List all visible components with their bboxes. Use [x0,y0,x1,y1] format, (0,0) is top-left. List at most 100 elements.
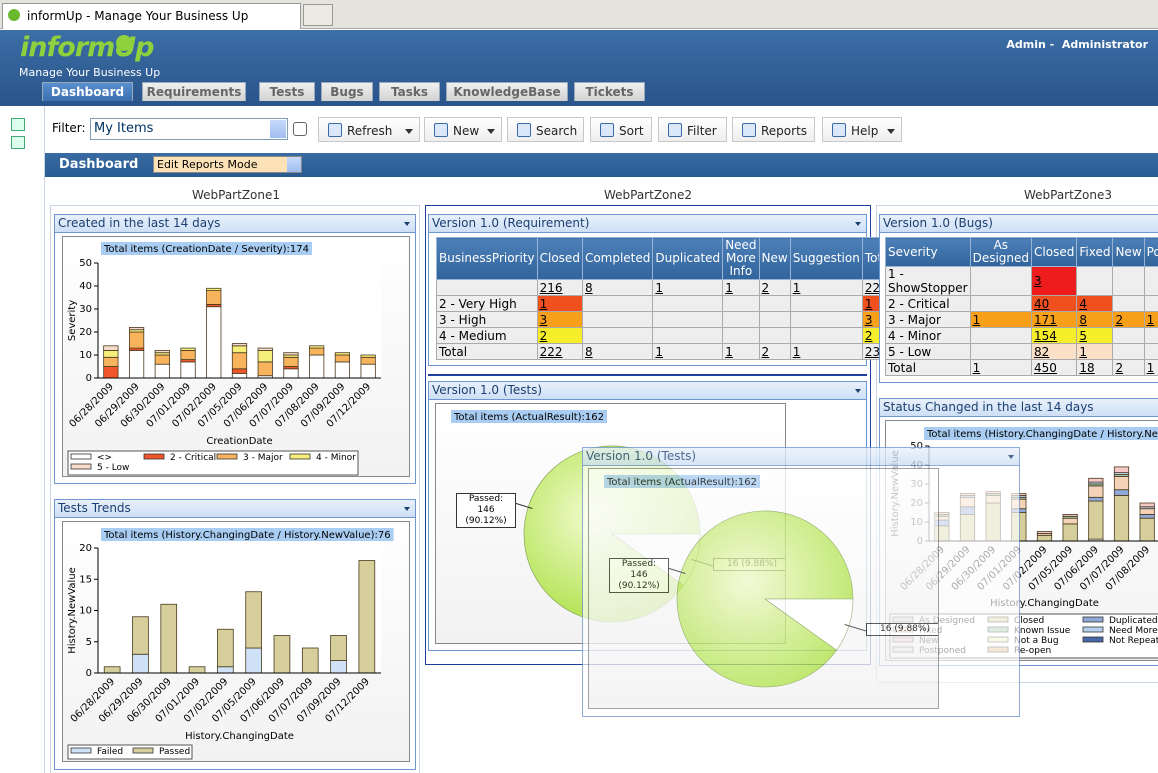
column-header: Closed [536,237,583,280]
table-cell: 2 - Very High [436,295,538,312]
bar-segment [283,352,299,356]
tab[interactable]: Tickets [574,82,645,101]
bar-segment [1088,477,1104,483]
bar-segment [128,350,145,379]
bar-segment [1036,534,1053,542]
table-cell[interactable]: 3 [536,311,583,328]
bar-segment [132,653,149,674]
dragged-web-part[interactable]: Version 1.0 (Tests) Total items (ActualR… [582,447,1020,717]
table-cell[interactable]: 8 [1076,311,1114,328]
y-tick-label: 50 [79,258,92,269]
column-header: Fixed [1076,237,1114,267]
pie-label: 16 (9.88%) [866,623,938,636]
tab[interactable]: Dashboard [42,82,133,101]
table-cell [652,311,724,328]
button-icon [668,123,682,137]
table-cell[interactable]: 1 [652,343,724,360]
table-cell[interactable]: 1 [722,343,760,360]
toolbar-button[interactable]: New [424,117,502,142]
table-cell[interactable]: 18 [1076,359,1114,376]
table-cell[interactable]: 3 [1031,266,1078,296]
part-header[interactable]: Status Changed in the last 14 days [880,399,1158,417]
side-icon[interactable] [11,118,25,131]
table-cell[interactable]: 222 [536,343,583,360]
table-cell[interactable]: 1 [652,279,724,296]
browser-tab[interactable]: informUp - Manage Your Business Up [2,3,301,29]
chart: 0510152006/28/200906/29/200906/30/200907… [67,528,394,760]
table-cell[interactable]: 1 [722,279,760,296]
part-header[interactable]: Version 1.0 (Tests) [583,448,1019,466]
part-header[interactable]: Created in the last 14 days [55,215,415,233]
table-cell[interactable]: 171 [1031,311,1078,328]
button-label: Reports [761,124,808,138]
tab[interactable]: Tasks [379,82,440,101]
toolbar-button[interactable]: Help [822,117,902,142]
table-cell [722,311,760,328]
table-cell[interactable]: 8 [581,343,654,360]
table-cell[interactable]: 2 [758,279,791,296]
table-cell[interactable]: 1 [969,311,1033,328]
table-cell[interactable]: 8 [581,279,654,296]
table-cell[interactable]: 2 [1112,311,1145,328]
y-tick-label: 50 [910,441,923,452]
table-cell[interactable]: 1 [789,343,863,360]
button-label: Sort [619,124,644,138]
table-cell[interactable]: 4 [1076,295,1114,312]
table-cell[interactable]: 154 [1031,327,1078,344]
table-cell[interactable]: 1 [1143,359,1158,376]
table-cell[interactable]: 1 [789,279,863,296]
tab[interactable]: Requirements [142,82,246,101]
x-axis-label: History.ChangingDate [185,731,294,742]
table-cell[interactable]: 1 [1076,343,1114,360]
data-table: BusinessPriority Closed Completed Duplicate… [436,237,896,360]
table-cell[interactable]: 1 [969,359,1033,376]
part-header[interactable]: Version 1.0 (Requirement) [429,215,866,233]
table-cell: Total [436,343,538,360]
toolbar-button[interactable]: Sort [590,117,652,142]
table-cell: 1 - ShowStopper [885,266,971,296]
part-header[interactable]: Version 1.0 (Tests) [429,382,866,400]
title-box [101,242,313,255]
bar-segment [132,616,149,655]
table-cell [1076,266,1114,296]
tab[interactable]: Bugs [321,82,373,101]
toolbar-button[interactable]: Refresh [318,117,420,142]
toolbar-button[interactable]: Reports [732,117,815,142]
part-title: Version 1.0 (Bugs) [883,216,993,230]
tab[interactable]: KnowledgeBase [446,82,568,101]
table-cell[interactable]: 1 [1143,311,1158,328]
bar-segment [330,635,347,661]
logo[interactable]: informUp [20,32,154,63]
part-header[interactable]: Tests Trends [55,500,415,518]
table-cell[interactable]: 2 [1112,359,1145,376]
table-cell[interactable]: 5 [1076,327,1114,344]
side-icon[interactable] [11,136,25,149]
table-cell[interactable]: 216 [536,279,583,296]
table-cell[interactable]: 229 [861,279,896,296]
tagline: Manage Your Business Up [19,66,161,79]
toolbar-button[interactable]: Filter [658,117,727,142]
bar-segment [206,287,222,291]
toolbar-button[interactable]: Search [507,117,584,142]
legend-label: 2 - Critical [170,453,216,463]
bar-segment [180,347,196,351]
table-cell[interactable]: 2 [758,343,791,360]
table-cell[interactable]: 40 [1031,295,1078,312]
table-cell[interactable]: 450 [1031,359,1078,376]
table-cell[interactable]: 2 [536,327,583,344]
bar-segment [360,356,376,365]
column-header: Duplicated [652,237,724,280]
table-cell[interactable]: 1 [536,295,583,312]
new-tab[interactable] [303,4,333,26]
filter-icon[interactable] [293,122,307,136]
filter-select[interactable]: My Items [90,118,288,140]
table-cell[interactable]: 82 [1031,343,1078,360]
table-cell [436,279,538,296]
button-icon [517,123,531,137]
mode-select[interactable]: Edit Reports Mode [153,156,302,173]
part-header[interactable]: Version 1.0 (Bugs) [880,215,1158,233]
bar-segment [1062,517,1078,525]
tab[interactable]: Tests [259,82,315,101]
